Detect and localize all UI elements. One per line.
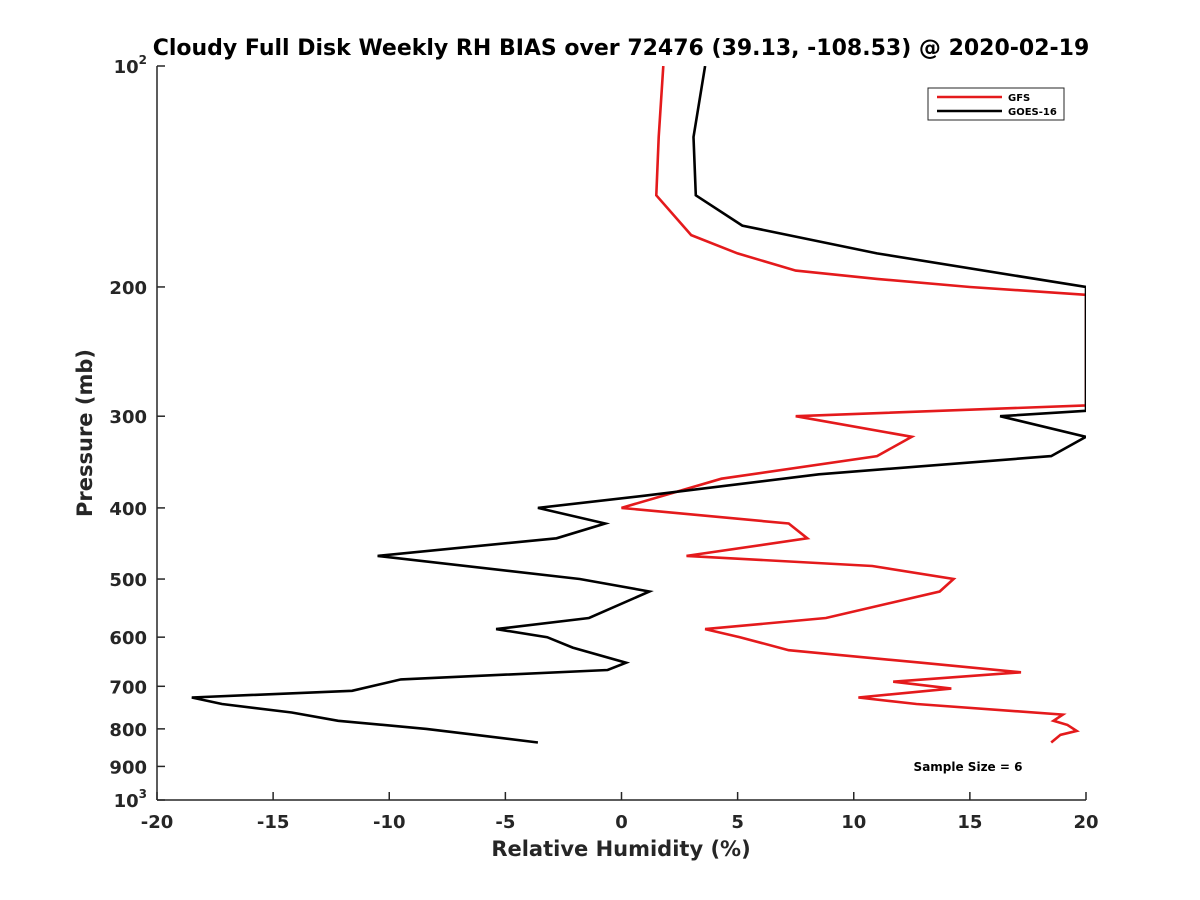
x-tick-label: 15 bbox=[957, 812, 982, 833]
legend-label-goes-16: GOES-16 bbox=[1008, 107, 1057, 118]
x-tick-label: 5 bbox=[731, 812, 744, 833]
y-tick-label: 600 bbox=[109, 628, 147, 649]
chart-title: Cloudy Full Disk Weekly RH BIAS over 724… bbox=[153, 36, 1090, 61]
y-tick-label: 400 bbox=[109, 499, 147, 520]
axes bbox=[156, 65, 1087, 801]
series-lines bbox=[191, 66, 1086, 744]
x-tick-label: 10 bbox=[841, 812, 866, 833]
legend-label-gfs: GFS bbox=[1008, 93, 1030, 104]
sample-size-annotation: Sample Size = 6 bbox=[914, 760, 1023, 774]
y-tick-label: 800 bbox=[109, 720, 147, 741]
tick-labels: -20 -15 -10 -5 0 5 10 15 20 102 200 300 400 500 600 700… bbox=[109, 53, 1098, 833]
x-tick-label: 20 bbox=[1073, 812, 1098, 833]
x-tick-label: -20 bbox=[141, 812, 174, 833]
y-tick-label: 102 bbox=[114, 53, 147, 78]
x-tick-label: 0 bbox=[615, 812, 628, 833]
x-tick-label: -5 bbox=[495, 812, 515, 833]
x-axis-label: Relative Humidity (%) bbox=[491, 837, 750, 861]
x-tick-label: -10 bbox=[373, 812, 406, 833]
y-tick-label: 700 bbox=[109, 677, 147, 698]
series-line-goes-16 bbox=[191, 66, 1086, 744]
series-line-gfs bbox=[621, 66, 1086, 744]
legend: GFS GOES-16 bbox=[927, 87, 1065, 121]
y-tick-label: 300 bbox=[109, 407, 147, 428]
legend-box bbox=[927, 87, 1065, 121]
y-axis-label: Pressure (mb) bbox=[73, 349, 97, 517]
y-tick-label: 103 bbox=[114, 787, 147, 812]
y-tick-label: 900 bbox=[109, 757, 147, 778]
x-tick-label: -15 bbox=[257, 812, 290, 833]
y-tick-label: 200 bbox=[109, 278, 147, 299]
y-tick-label: 500 bbox=[109, 570, 147, 591]
